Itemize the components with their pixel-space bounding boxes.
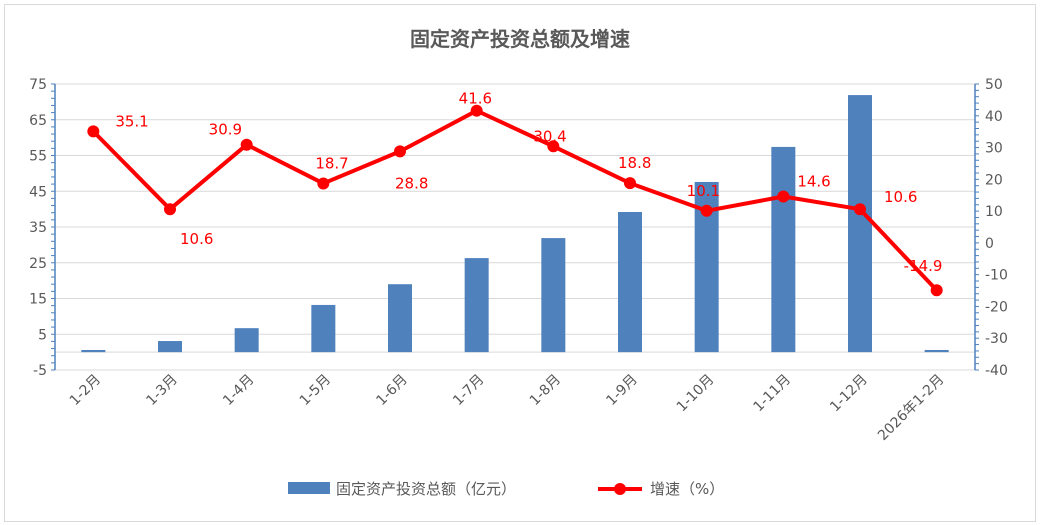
growth-point xyxy=(624,177,636,190)
bar xyxy=(618,211,642,353)
bar xyxy=(771,146,796,353)
right-tick-label: 50 xyxy=(985,77,1003,93)
left-tick-label: 25 xyxy=(29,256,47,272)
growth-data-label: -14.9 xyxy=(904,257,943,275)
right-tick-label: 10 xyxy=(985,204,1003,220)
left-tick-label: 45 xyxy=(29,184,47,200)
bar xyxy=(924,349,949,353)
bar xyxy=(388,284,412,353)
right-tick-label: 20 xyxy=(985,172,1003,188)
left-tick-label: 75 xyxy=(29,77,47,93)
right-tick-label: 0 xyxy=(985,236,994,252)
bar xyxy=(234,328,259,353)
category-label: 1-8月 xyxy=(527,372,564,409)
growth-point xyxy=(87,125,100,138)
growth-data-label: 10.1 xyxy=(687,182,720,200)
left-tick-label: 5 xyxy=(38,327,47,343)
growth-point xyxy=(930,284,943,297)
growth-point xyxy=(470,104,483,117)
growth-data-label: 10.6 xyxy=(884,188,917,206)
growth-point xyxy=(547,140,560,153)
growth-data-label: 28.8 xyxy=(395,174,428,192)
right-tick-label: 30 xyxy=(985,141,1003,157)
left-tick-label: 35 xyxy=(29,220,47,236)
bar xyxy=(848,95,872,353)
category-label: 2026年1-2月 xyxy=(875,372,947,444)
growth-data-label: 14.6 xyxy=(797,172,830,190)
legend-bar-swatch xyxy=(288,482,330,494)
category-label: 1-12月 xyxy=(827,372,871,416)
growth-point xyxy=(854,203,866,216)
growth-point xyxy=(700,204,713,217)
left-tick-label: 65 xyxy=(29,113,47,129)
right-tick-label: -40 xyxy=(985,363,1008,379)
growth-point xyxy=(164,203,176,216)
category-label: 1-7月 xyxy=(450,372,487,409)
category-label: 1-9月 xyxy=(603,372,640,409)
bar xyxy=(464,258,489,353)
left-tick-label: 15 xyxy=(29,292,47,308)
category-label: 1-2月 xyxy=(67,372,104,409)
right-tick-label: 40 xyxy=(985,109,1003,125)
right-tick-label: -30 xyxy=(985,331,1008,347)
legend-line-marker xyxy=(614,483,626,495)
bar xyxy=(81,349,106,353)
growth-data-label: 30.9 xyxy=(209,121,242,139)
category-label: 1-6月 xyxy=(373,372,410,409)
growth-point xyxy=(240,138,253,151)
growth-point xyxy=(394,145,406,158)
growth-point xyxy=(777,190,790,203)
left-tick-label: 55 xyxy=(29,149,47,165)
right-tick-label: -20 xyxy=(985,299,1008,315)
category-label: 1-3月 xyxy=(143,372,180,409)
growth-data-label: 30.4 xyxy=(533,127,566,145)
bar xyxy=(158,341,182,353)
left-tick-label: -5 xyxy=(33,363,47,379)
growth-data-label: 35.1 xyxy=(115,112,148,130)
category-label: 1-11月 xyxy=(750,372,794,416)
growth-data-label: 18.7 xyxy=(315,154,348,172)
growth-data-label: 10.6 xyxy=(180,230,213,248)
legend-line-label: 增速（%） xyxy=(650,480,724,498)
bar xyxy=(541,238,566,353)
growth-point xyxy=(317,177,330,190)
growth-data-label: 41.6 xyxy=(459,90,492,108)
chart-title: 固定资产投资总额及增速 xyxy=(410,27,630,51)
category-label: 1-4月 xyxy=(220,372,257,409)
category-label: 1-10月 xyxy=(674,372,718,416)
right-tick-label: -10 xyxy=(985,268,1008,284)
legend-bar-label: 固定资产投资总额（亿元） xyxy=(336,480,516,498)
growth-data-label: 18.8 xyxy=(618,154,651,172)
growth-line xyxy=(91,108,939,292)
category-label: 1-5月 xyxy=(297,372,334,409)
bar xyxy=(311,304,336,353)
